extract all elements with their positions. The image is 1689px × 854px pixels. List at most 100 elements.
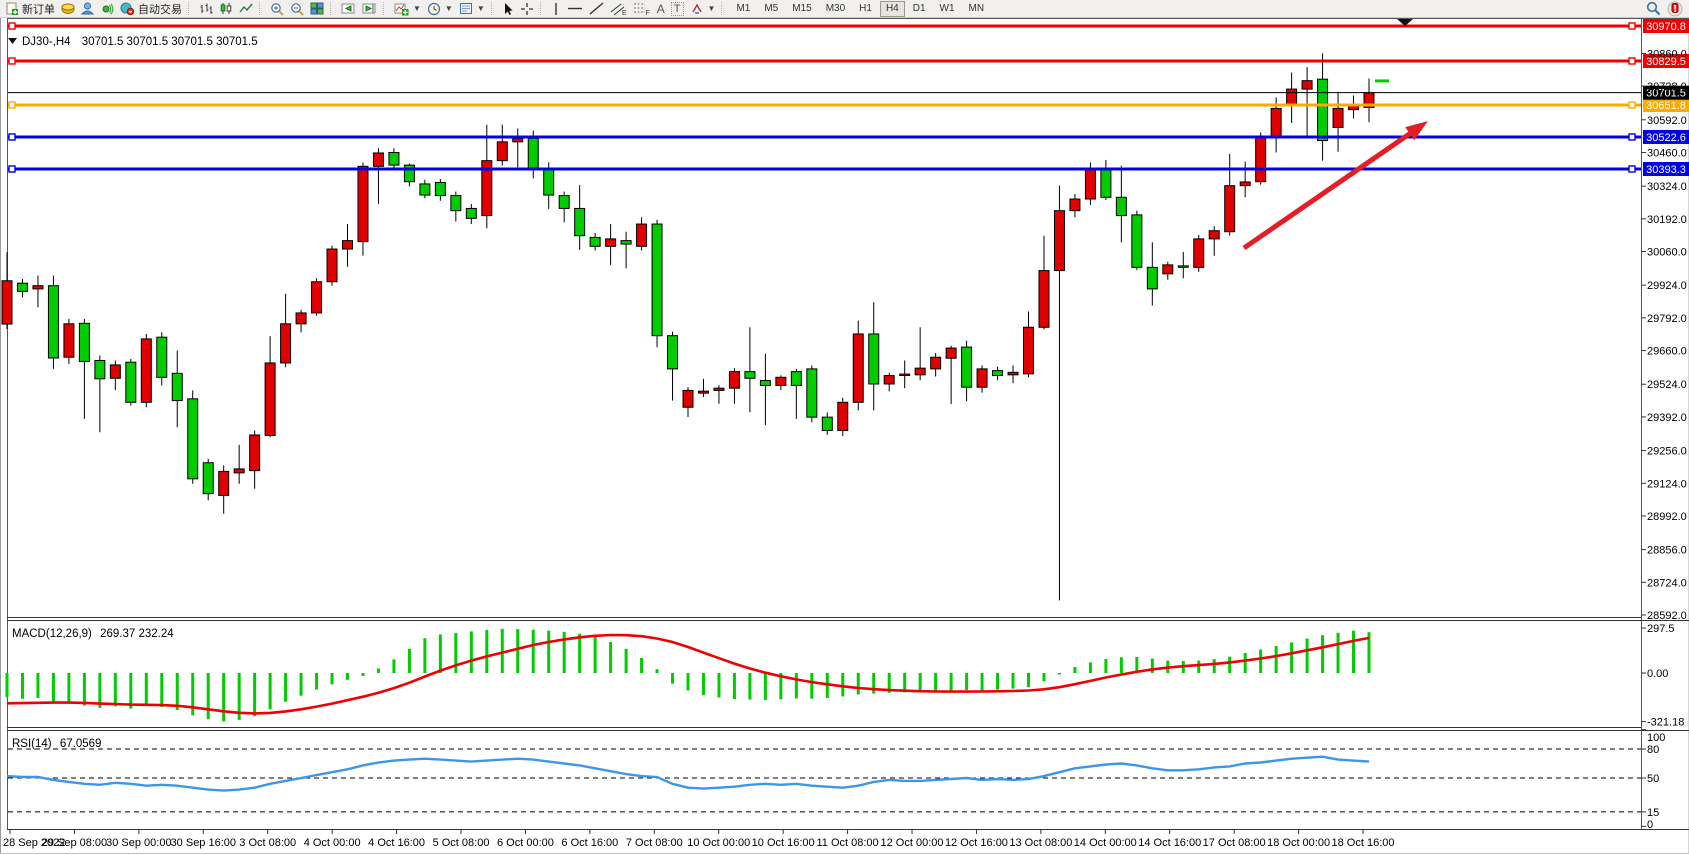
auto-scroll-button[interactable]	[338, 1, 359, 17]
candlestick-chart-button[interactable]	[216, 1, 236, 17]
line-handle[interactable]	[8, 133, 16, 141]
line-handle[interactable]	[8, 165, 16, 173]
indicators-dropdown-arrow[interactable]: ▼	[413, 4, 421, 13]
candlestick	[1193, 238, 1205, 268]
accounts-button[interactable]	[78, 1, 97, 17]
trend-arrow-head[interactable]	[1405, 121, 1428, 141]
auto-trading-button[interactable]: 自动交易	[117, 1, 185, 17]
line-handle[interactable]	[1628, 57, 1636, 65]
level-drag-marker-icon[interactable]	[1397, 19, 1413, 26]
text-tool-button[interactable]: A	[654, 1, 668, 17]
trendline-tool-button[interactable]	[586, 1, 607, 17]
templates-dropdown-arrow[interactable]: ▼	[476, 4, 485, 13]
templates-button[interactable]: ▼	[456, 1, 488, 17]
timeframe-w1-button[interactable]: W1	[939, 2, 955, 14]
timeframe-mn-button[interactable]: MN	[968, 2, 985, 14]
zoom-in-button[interactable]	[267, 1, 287, 17]
time-tick-label[interactable]: 3 Oct 08:00	[239, 837, 296, 849]
price-level-badge-label: 30970.8	[1646, 21, 1686, 33]
time-tick-label[interactable]: 18 Oct 16:00	[1332, 837, 1395, 849]
ask-price-dash	[1375, 79, 1389, 83]
periods-button[interactable]: ▼	[424, 1, 456, 17]
time-tick-label[interactable]: 11 Oct 08:00	[817, 837, 879, 849]
time-tick-label[interactable]: 28 Sep 2022	[3, 837, 65, 849]
candlestick	[311, 281, 323, 314]
toolbar: 新订单 自动交易	[0, 0, 1689, 18]
chart-menu-triangle-icon[interactable]	[8, 38, 17, 44]
time-tick-label[interactable]: 14 Oct 00:00	[1074, 837, 1137, 849]
auto-trading-label: 自动交易	[138, 3, 182, 16]
candlestick	[233, 468, 245, 474]
search-icon[interactable]	[1646, 1, 1661, 16]
toolbar-separator	[259, 2, 264, 15]
time-tick-label[interactable]: 7 Oct 08:00	[626, 837, 683, 849]
timeframe-m5-button[interactable]: M5	[764, 2, 779, 14]
history-center-button[interactable]	[58, 1, 78, 17]
time-tick-label[interactable]: 30 Sep 16:00	[171, 837, 236, 849]
time-tick-label[interactable]: 14 Oct 16:00	[1138, 837, 1201, 849]
arrows-tool-button[interactable]: ▼	[687, 1, 719, 17]
line-handle[interactable]	[1628, 22, 1636, 30]
candlestick	[1286, 88, 1298, 107]
timeframe-m30-button[interactable]: M30	[825, 2, 846, 14]
zoom-out-button[interactable]	[287, 1, 307, 17]
price-tick-label: 30324.0	[1647, 181, 1687, 193]
line-handle[interactable]	[1628, 165, 1636, 173]
new-order-button[interactable]: 新订单	[2, 1, 58, 17]
chart-shift-button[interactable]	[359, 1, 380, 17]
time-tick-label[interactable]: 30 Sep 00:00	[106, 837, 171, 849]
tile-windows-icon	[310, 2, 324, 15]
vertical-line-tool-button[interactable]	[548, 1, 564, 17]
time-tick-label[interactable]: 6 Oct 16:00	[561, 837, 618, 849]
cursor-tool-button[interactable]	[499, 1, 517, 17]
timeframe-m15-button[interactable]: M15	[792, 2, 812, 14]
timeframe-m1-button[interactable]: M1	[736, 2, 751, 14]
timeframe-h4-button[interactable]: H4	[879, 0, 905, 17]
indicators-button[interactable]: ▼	[391, 1, 424, 17]
line-handle[interactable]	[8, 57, 16, 65]
time-tick-label[interactable]: 10 Oct 16:00	[752, 837, 815, 849]
candlestick	[78, 322, 90, 362]
line-handle[interactable]	[1628, 133, 1636, 141]
trend-arrow-line[interactable]	[1242, 125, 1420, 251]
time-tick-label[interactable]: 12 Oct 16:00	[945, 837, 1008, 849]
arrows-dropdown-arrow[interactable]: ▼	[707, 4, 716, 13]
periods-dropdown-arrow[interactable]: ▼	[444, 4, 453, 13]
candlestick	[651, 223, 663, 337]
crosshair-tool-button[interactable]	[517, 1, 537, 17]
time-tick-label[interactable]: 4 Oct 16:00	[368, 837, 425, 849]
channel-tool-button[interactable]: E	[607, 1, 630, 17]
time-tick-label[interactable]: 18 Oct 00:00	[1267, 837, 1330, 849]
macd-label: MACD(12,26,9) 269.37 232.24	[12, 628, 174, 640]
horizontal-line-icon	[567, 7, 582, 10]
time-tick-label[interactable]: 6 Oct 00:00	[497, 837, 554, 849]
timeframe-d1-button[interactable]: D1	[912, 2, 926, 14]
price-level-badge	[1643, 53, 1689, 68]
price-tick-label: 28856.0	[1647, 545, 1687, 557]
horizontal-line-tool-button[interactable]	[564, 1, 586, 17]
toolbar-separator	[539, 2, 545, 15]
price-tick-label: 29792.0	[1647, 313, 1687, 325]
chart-title: DJ30-,H4 30701.5 30701.5 30701.5 30701.5	[8, 36, 258, 48]
time-tick-label[interactable]: 4 Oct 00:00	[304, 837, 361, 849]
tile-windows-button[interactable]	[307, 1, 327, 17]
time-tick-label[interactable]: 5 Oct 08:00	[433, 837, 490, 849]
macd-tick-label: -321.18	[1647, 717, 1684, 729]
timeframe-h1-button[interactable]: H1	[859, 2, 872, 14]
line-handle[interactable]	[8, 101, 16, 109]
bar-chart-button[interactable]	[196, 1, 216, 17]
alerts-button[interactable]	[97, 1, 117, 17]
auto-scroll-icon	[341, 3, 355, 14]
notification-icon[interactable]	[1667, 1, 1683, 17]
time-tick-label[interactable]: 17 Oct 08:00	[1203, 837, 1266, 849]
time-tick-label[interactable]: 13 Oct 08:00	[1009, 837, 1072, 849]
line-handle[interactable]	[8, 22, 16, 30]
text-label-tool-button[interactable]: T	[668, 1, 687, 17]
fibonacci-tool-button[interactable]: F	[630, 1, 654, 17]
time-tick-label[interactable]: 12 Oct 00:00	[881, 837, 944, 849]
line-chart-button[interactable]	[236, 1, 256, 17]
time-tick-label[interactable]: 29 Sep 08:00	[42, 837, 107, 849]
line-handle[interactable]	[1628, 101, 1636, 109]
time-tick-label[interactable]: 10 Oct 00:00	[687, 837, 750, 849]
